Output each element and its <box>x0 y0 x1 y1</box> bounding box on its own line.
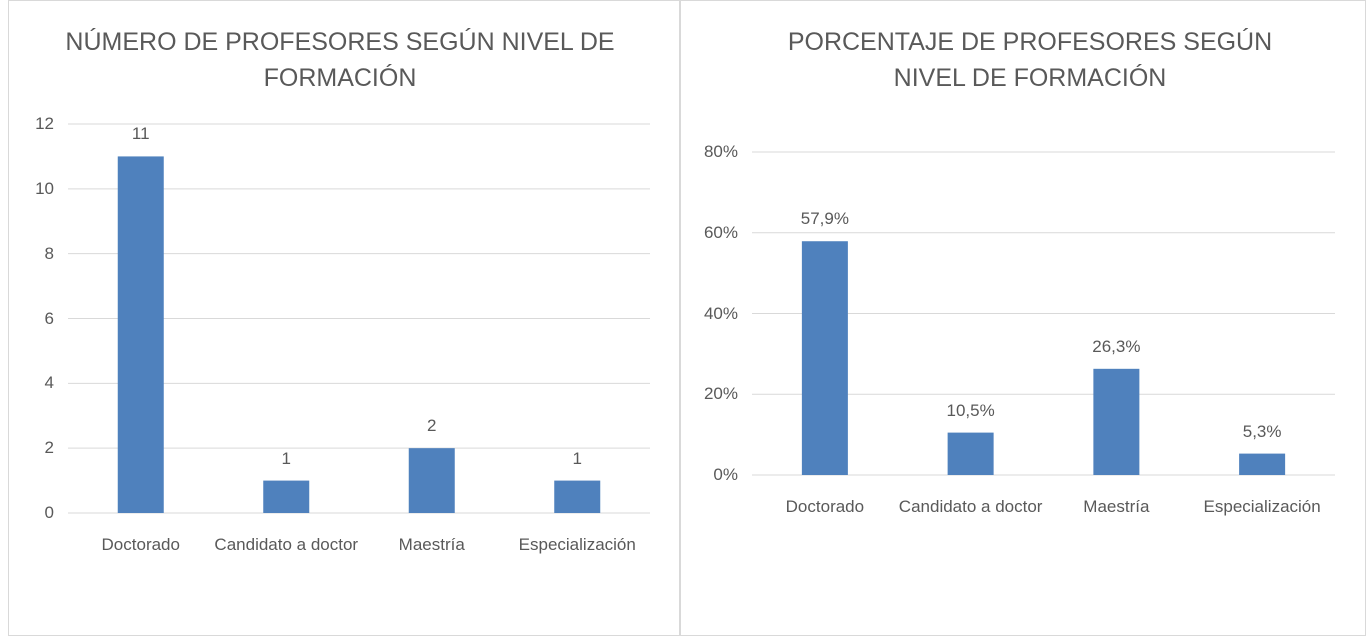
y-tick-label: 0 <box>44 503 54 522</box>
data-label: 10,5% <box>946 400 995 420</box>
x-tick-label: Doctorado <box>785 497 865 516</box>
data-label: 1 <box>572 448 582 468</box>
bar <box>801 241 848 475</box>
bar <box>263 480 310 513</box>
bar <box>947 432 994 475</box>
data-label: 26,3% <box>1092 336 1141 356</box>
chart-panel <box>680 0 1366 636</box>
x-tick-label: Candidato a doctor <box>214 535 359 554</box>
y-tick-label: 0% <box>713 465 738 484</box>
y-tick-label: 4 <box>44 373 54 393</box>
data-label: 2 <box>427 416 437 436</box>
y-tick-label: 80% <box>703 142 738 161</box>
data-label: 1 <box>281 448 291 468</box>
y-tick-label: 12 <box>35 114 54 133</box>
x-tick-label: Maestría <box>1083 497 1150 516</box>
bar <box>1239 453 1286 475</box>
bar <box>554 480 601 513</box>
y-tick-label: 60% <box>703 222 738 242</box>
x-tick-label: Especialización <box>518 535 636 554</box>
y-tick-label: 40% <box>703 303 738 323</box>
x-tick-label: Doctorado <box>101 535 180 554</box>
data-label: 11 <box>131 124 150 144</box>
bar <box>1093 368 1140 475</box>
data-label: 57,9% <box>800 209 849 229</box>
chart-title: PORCENTAJE DE PROFESORES SEGÚN NIVEL DE … <box>787 28 1273 92</box>
y-tick-label: 20% <box>703 384 738 404</box>
x-tick-label: Maestría <box>398 535 465 554</box>
y-tick-label: 10 <box>35 178 54 198</box>
chart-title: NÚMERO DE PROFESORES SEGÚN NIVEL DE FORM… <box>65 28 615 92</box>
data-label: 5,3% <box>1242 421 1282 441</box>
bar <box>408 448 455 513</box>
x-tick-label: Candidato a doctor <box>898 497 1043 516</box>
x-tick-label: Especialización <box>1203 497 1321 516</box>
y-tick-label: 8 <box>44 243 54 263</box>
y-tick-label: 6 <box>44 308 54 328</box>
y-tick-label: 2 <box>44 438 54 458</box>
bar <box>117 156 164 513</box>
